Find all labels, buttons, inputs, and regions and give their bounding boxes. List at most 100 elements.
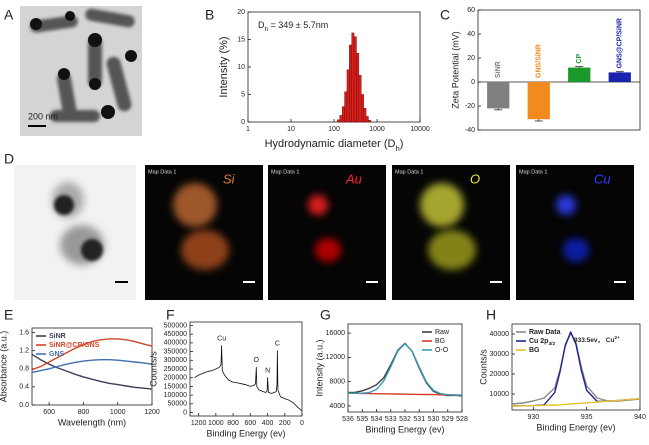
panel-letter: B <box>205 7 214 23</box>
signal <box>181 230 229 270</box>
y-tick-label: 450000 <box>164 331 187 338</box>
y-tick-label: 50000 <box>168 401 188 408</box>
y-tick-label: 10000 <box>490 391 510 398</box>
text-part: Hydrodynamic diameter (D <box>265 138 396 150</box>
y-tick-label: 15 <box>237 36 245 43</box>
x-tick-label: 1000 <box>110 409 126 416</box>
x-tick-label: 1000 <box>208 420 224 427</box>
histogram-bar <box>356 53 360 123</box>
histogram-bar <box>361 94 364 123</box>
y-tick-label: 0 <box>183 409 187 416</box>
tem-image <box>20 6 142 136</box>
y-tick-label: 0.0 <box>19 402 29 409</box>
eds-map: Map Data 1 O <box>392 165 510 300</box>
panel-letter: C <box>440 7 450 23</box>
y-tick-label: 40000 <box>490 331 510 338</box>
signal <box>308 195 328 215</box>
plot-frame <box>31 327 153 406</box>
panel-letter: D <box>4 151 14 167</box>
y-tick-label: 0 <box>241 119 245 126</box>
tem-dark-field <box>14 165 136 300</box>
text-part: D <box>258 20 265 30</box>
histogram-bar <box>368 120 372 123</box>
y-tick-label: 500000 <box>164 322 187 329</box>
panel-letter: E <box>4 307 13 323</box>
x-tick-label: 400 <box>262 420 274 427</box>
y-tick-label: 8000 <box>329 378 345 385</box>
peak-label: O <box>254 357 260 364</box>
x-tick-label: 935 <box>581 414 593 421</box>
x-tick-label: 940 <box>634 414 646 421</box>
legend-label: GNS <box>49 351 65 358</box>
annotation: Dh = 349 ± 5.7nm <box>258 20 328 33</box>
x-tick-label: 1000 <box>369 126 385 133</box>
plot-frame <box>189 321 303 417</box>
x-tick-label: 534 <box>371 416 383 423</box>
text-part: h <box>395 144 399 153</box>
legend-label: BG <box>529 347 540 354</box>
element-label: Au <box>345 171 362 186</box>
signal <box>420 183 464 227</box>
category-label: GNS@CP/SiNR <box>617 18 624 68</box>
x-tick-label: 536 <box>342 416 354 423</box>
series-line <box>31 338 153 371</box>
y-tick-label: 4000 <box>329 403 345 410</box>
x-tick-label: 532 <box>399 416 411 423</box>
x-tick-label: 930 <box>527 414 539 421</box>
y-tick-label: 350000 <box>164 348 187 355</box>
y-axis-title: Intensity (a.u.) <box>314 339 324 396</box>
plot-frame <box>511 323 641 411</box>
histogram-bar <box>365 116 369 123</box>
eds-maps: Map Data 1 Si Map Data 1 Au Map Data 1 O Map D… <box>145 165 634 300</box>
chart-panel: C -40 -20 0 20 40 60 Zeta Potential (mV) SiNR GNS… <box>440 7 641 134</box>
y-tick-label: 100000 <box>164 392 187 399</box>
legend-label: Raw <box>435 329 450 336</box>
x-tick-label: 1 <box>246 126 250 133</box>
y-tick-label: 10 <box>237 64 245 71</box>
element-label: O <box>470 171 480 186</box>
map-title: Map Data 1 <box>271 169 299 175</box>
y-tick-label: -20 <box>465 103 475 110</box>
histogram-bar <box>363 108 367 123</box>
series-line <box>347 343 463 396</box>
y-tick-label: 400000 <box>164 340 187 347</box>
legend-label: Cu 2p3/2 <box>529 338 556 347</box>
chart-panel: H 10000 20000 30000 40000 930 935 940 Binding En… <box>478 307 646 433</box>
panel-letter: F <box>166 307 175 323</box>
category-label: CP <box>576 54 583 64</box>
category-label: GNS/SiNR <box>536 44 543 78</box>
panel-letter: H <box>486 307 496 323</box>
y-tick-label: 0.4 <box>19 384 29 391</box>
peak-label: Cu <box>217 335 226 342</box>
x-axis-title: Binding Energy (ev) <box>536 422 615 432</box>
histogram-bar <box>346 69 350 123</box>
text-part: 2+ <box>614 335 620 340</box>
y-axis-title: Zeta Potential (mV) <box>450 31 460 109</box>
eds-map: Map Data 1 Cu <box>516 165 634 300</box>
map-background <box>268 165 386 300</box>
element-label: Cu <box>594 171 611 186</box>
y-tick-label: 200000 <box>164 375 187 382</box>
legend-label: SiNR <box>49 333 66 340</box>
x-tick-label: 100 <box>328 126 340 133</box>
text-part: ) <box>400 138 404 150</box>
series-line <box>511 398 641 407</box>
scale-bar-label: 200 nm <box>28 111 58 121</box>
chart-panel: E 0.0 0.4 0.8 1.2 1.6 600 800 1000 1200 Wavelength… <box>0 307 160 428</box>
text-part: = 349 ± 5.7nm <box>268 20 328 30</box>
histogram-bar <box>341 106 345 123</box>
signal <box>556 195 576 215</box>
y-axis-title: Intensity (%) <box>218 36 230 97</box>
x-tick-label: 531 <box>413 416 425 423</box>
annotation: 933.5ev， Cu2+ <box>574 335 620 344</box>
chart-panel: G 4000 8000 12000 16000 536 535 534 533 532 531 530… <box>314 307 468 435</box>
y-axis-title: Counts/s <box>478 349 488 385</box>
histogram-bar <box>349 44 352 123</box>
eds-map: Map Data 1 Si <box>145 165 263 300</box>
legend-label: SiNR@CP/GNS <box>49 342 100 349</box>
y-tick-label: 0.8 <box>19 366 29 373</box>
panel-letter: G <box>320 307 331 323</box>
y-axis-title: Counts/s <box>148 351 158 387</box>
y-tick-label: 5 <box>241 91 245 98</box>
